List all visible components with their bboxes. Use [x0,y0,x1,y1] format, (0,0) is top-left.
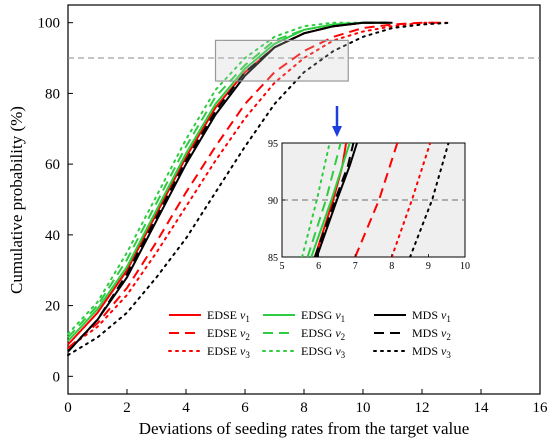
x-tick-label: 0 [64,400,72,416]
legend-label: MDS v2 [412,326,451,342]
legend-label: EDSE v3 [207,344,250,360]
inset-series-line-edsg-v1 [310,143,351,257]
axes-layer: 0 2 4 6 8 10 12 14 16 0 20 40 60 80 100 [38,16,549,416]
inset-x-tick-label: 6 [316,261,321,272]
inset-x-tick-label: 5 [280,261,285,272]
legend-label: EDSG v1 [301,308,345,324]
inset-series-line-edse-v3 [390,143,432,257]
inset-series-layer [301,143,450,257]
y-tick-label: 60 [45,157,60,173]
legend-item-edse-v2: EDSE v2 [169,326,250,342]
x-tick-label: 2 [123,400,131,416]
legend-item-mds-v1: MDS v1 [374,308,451,324]
inset-y-tick-label: 95 [268,139,278,150]
x-tick-label: 4 [182,400,190,416]
series-line-edse-v2 [67,21,440,349]
legend-label: EDSG v2 [301,326,345,342]
legend-item-edsg-v2: EDSG v2 [263,326,345,342]
series-line-mds-v2 [67,21,393,353]
y-axis-label: Cumulative probability (%) [7,106,26,294]
inset-x-tick-label: 10 [460,261,470,272]
y-tick-label: 100 [38,16,61,32]
inset-series-line-mds-v1 [315,143,358,257]
legend-item-edse-v3: EDSE v3 [168,344,250,360]
legend-item-mds-v2: MDS v2 [374,326,451,342]
legend-item-mds-v3: MDS v3 [373,344,451,360]
y-tick-label: 0 [53,369,61,385]
x-tick-label: 14 [474,400,490,416]
zoom-layer [214,39,349,137]
x-axis-label: Deviations of seeding rates from the tar… [139,419,470,438]
x-tick-label: 6 [241,400,249,416]
inset-series-line-edsg-v3 [301,143,331,257]
zoom-box [214,39,349,82]
legend-label: MDS v3 [412,344,451,360]
x-tick-label: 8 [300,400,308,416]
legend-item-edsg-v3: EDSG v3 [262,344,346,360]
inset-series-line-mds-v3 [409,143,450,257]
inset-series-line-edse-v2 [354,143,399,257]
y-tick-label: 80 [45,86,60,102]
zoom-arrow-head [332,126,342,137]
series-line-edse-v3 [67,21,453,349]
inset-series-line-edsg-v2 [306,143,342,257]
legend-label: EDSE v1 [207,308,250,324]
legend: EDSE v1 EDSE v2 EDSE v3 EDSG v1 EDSG v2 EDSG … [168,308,451,360]
inset-y-tick-label: 90 [268,196,278,207]
inset: 5 6 7 8 9 10 85 90 95 [268,139,470,272]
series-line-mds-v3 [67,21,453,357]
legend-item-edse-v1: EDSE v1 [169,308,250,324]
inset-y-tick-label: 85 [268,253,278,264]
x-tick-label: 10 [356,400,371,416]
legend-label: MDS v1 [412,308,451,324]
inset-x-tick-label: 7 [353,261,358,272]
x-tick-label: 12 [415,400,430,416]
series-line-edsg-v1 [67,21,387,342]
legend-item-edsg-v1: EDSG v1 [263,308,345,324]
x-tick-label: 16 [533,400,549,416]
inset-x-tick-label: 9 [426,261,431,272]
y-tick-label: 40 [45,228,60,244]
inset-x-tick-label: 8 [389,261,394,272]
y-tick-label: 20 [45,299,60,315]
legend-label: EDSG v3 [301,344,346,360]
series-line-edsg-v3 [67,21,373,335]
legend-label: EDSE v2 [207,326,250,342]
